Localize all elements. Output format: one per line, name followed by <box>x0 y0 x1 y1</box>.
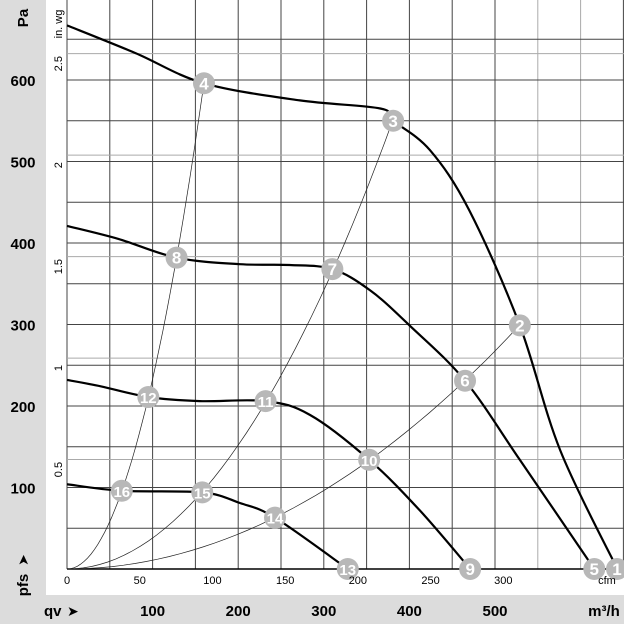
y-tick-label: 600 <box>10 73 35 90</box>
system-curve <box>66 82 205 570</box>
y-tick-label: 100 <box>10 481 35 498</box>
marker-label: 6 <box>460 372 469 391</box>
marker-3: 3 <box>382 109 405 132</box>
marker-label: 7 <box>328 260 337 279</box>
marker-12: 12 <box>137 386 160 409</box>
marker-circle <box>191 481 214 504</box>
y-unit: Pa <box>15 8 32 27</box>
system-curve <box>66 119 394 570</box>
marker-11: 11 <box>254 390 277 413</box>
marker-circle <box>192 72 215 95</box>
y-inwg-tick-label: 2 <box>53 162 65 168</box>
marker-6: 6 <box>454 369 477 392</box>
y-arrow-icon: ➤ <box>15 554 31 566</box>
marker-16: 16 <box>110 479 133 502</box>
marker-circle <box>321 258 344 281</box>
marker-circle <box>454 369 477 392</box>
marker-circle <box>583 558 606 580</box>
x-cfm-tick-label: 0 <box>64 575 70 587</box>
y-inwg-unit: in. wg <box>53 10 65 39</box>
marker-8: 8 <box>165 246 188 269</box>
x-cfm-tick-label: 50 <box>134 575 146 587</box>
marker-label: 2 <box>515 316 524 335</box>
marker-5: 5 <box>583 558 606 580</box>
x-cfm-unit: cfm <box>598 575 616 587</box>
y-label: pfs <box>15 574 32 597</box>
x-cfm-tick-label: 250 <box>421 575 439 587</box>
marker-label: 3 <box>388 112 397 131</box>
marker-4: 4 <box>192 72 215 95</box>
marker-circle <box>606 558 624 580</box>
marker-label: 11 <box>258 394 274 411</box>
y-inwg-tick-label: 2.5 <box>53 56 65 71</box>
marker-circle <box>336 558 359 580</box>
marker-label: 8 <box>172 249 181 268</box>
x-tick-label: 200 <box>226 603 251 620</box>
system-curve <box>66 324 521 570</box>
x-label: qv <box>44 603 62 620</box>
x-cfm-tick-label: 100 <box>203 575 221 587</box>
x-arrow-icon: ➤ <box>67 603 79 619</box>
bottom-panel <box>0 595 624 624</box>
marker-circle <box>137 386 160 409</box>
marker-label: 1 <box>612 560 621 579</box>
marker-10: 10 <box>358 448 381 471</box>
x-tick-label: 300 <box>311 603 336 620</box>
x-unit: m³/h <box>588 603 620 620</box>
y-inwg-tick-label: 1.5 <box>53 259 65 274</box>
x-tick-label: 500 <box>482 603 507 620</box>
marker-label: 15 <box>194 485 211 502</box>
marker-label: 5 <box>590 560 599 579</box>
marker-circle <box>254 390 277 413</box>
marker-circle <box>508 314 531 337</box>
y-tick-label: 500 <box>10 155 35 172</box>
system-curves <box>66 82 521 570</box>
y-tick-label: 300 <box>10 318 35 335</box>
marker-circle <box>264 506 287 529</box>
y-inwg-tick-label: 0.5 <box>53 462 65 477</box>
marker-1: 1 <box>606 558 624 580</box>
x-cfm-tick-label: 300 <box>494 575 512 587</box>
marker-label: 14 <box>267 511 284 528</box>
marker-label: 9 <box>465 560 474 579</box>
marker-circle <box>382 109 405 132</box>
marker-circle <box>165 246 188 269</box>
marker-label: 4 <box>199 74 209 93</box>
marker-circle <box>358 448 381 471</box>
x-tick-label: 100 <box>140 603 165 620</box>
marker-7: 7 <box>321 258 344 281</box>
marker-15: 15 <box>191 481 214 504</box>
x-cfm-tick-label: 200 <box>349 575 367 587</box>
left-panel <box>0 0 46 624</box>
marker-label: 12 <box>140 390 157 407</box>
grid <box>66 0 624 570</box>
marker-label: 16 <box>113 484 130 501</box>
marker-circle <box>459 558 482 580</box>
y-tick-label: 200 <box>10 399 35 416</box>
x-cfm-tick-label: 150 <box>276 575 294 587</box>
y-tick-label: 400 <box>10 236 35 253</box>
marker-circle <box>110 479 133 502</box>
marker-2: 2 <box>508 314 531 337</box>
marker-9: 9 <box>459 558 482 580</box>
marker-14: 14 <box>264 506 287 529</box>
x-tick-label: 400 <box>397 603 422 620</box>
marker-label: 10 <box>361 453 378 470</box>
marker-label: 13 <box>339 562 356 579</box>
marker-13: 13 <box>336 558 359 580</box>
y-inwg-tick-label: 1 <box>53 365 65 371</box>
